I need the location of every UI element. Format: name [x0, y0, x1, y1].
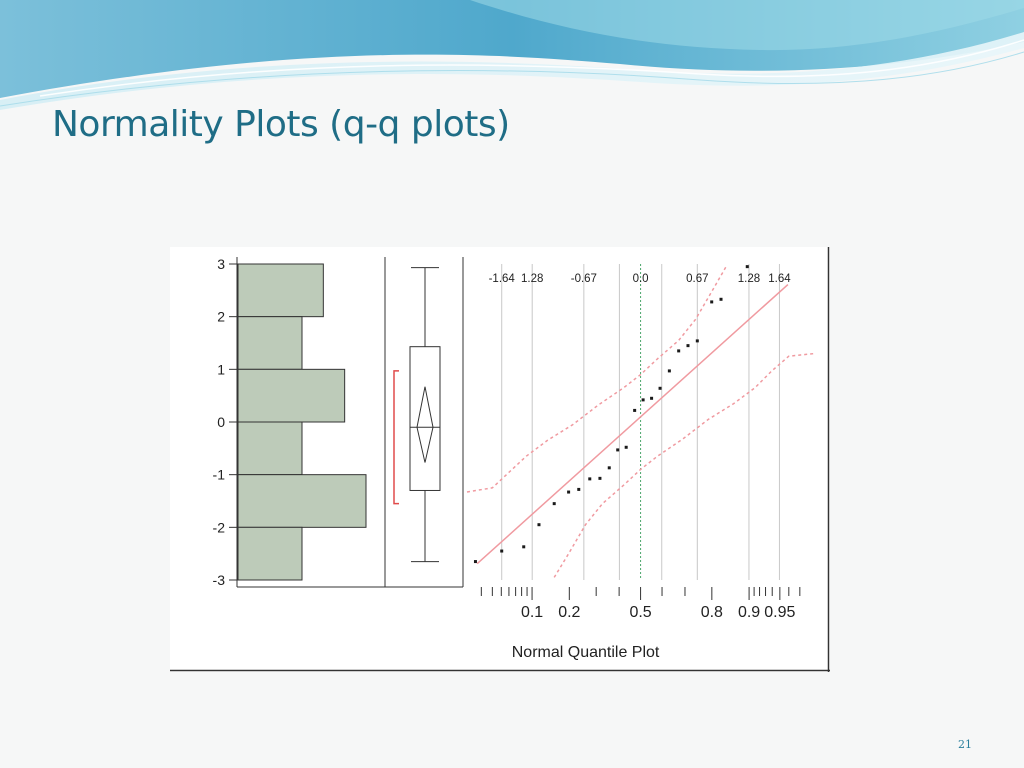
- qq-point: [607, 466, 611, 470]
- y-tick-label: -2: [213, 519, 226, 535]
- qq-point: [686, 344, 690, 348]
- bottom-axis-label: 0.5: [629, 604, 651, 621]
- top-axis-label: 1.28: [521, 273, 543, 285]
- y-tick-label: -3: [213, 572, 226, 588]
- figure-panel: 3 2 1 0 -1 -2 -3 -1.64 1.28 -0.67 0.0 0.67 1.28 1.64 0…: [170, 247, 830, 672]
- qq-point: [567, 490, 571, 494]
- histogram-bar: [237, 421, 303, 476]
- qq-point: [719, 297, 723, 301]
- qq-point: [588, 477, 592, 481]
- qq-point: [577, 487, 581, 491]
- y-tick-label: 1: [217, 361, 225, 377]
- top-axis-label: 1.28: [738, 273, 760, 285]
- qq-point: [616, 448, 620, 452]
- qq-point: [522, 545, 526, 549]
- qq-point: [500, 549, 504, 553]
- y-tick-label: -1: [213, 467, 226, 483]
- top-axis-label: 0.0: [633, 273, 649, 285]
- top-axis-label: 0.67: [686, 273, 708, 285]
- y-tick-label: 2: [217, 309, 225, 325]
- qq-point: [667, 369, 671, 373]
- bottom-axis-label: 0.9: [738, 604, 760, 621]
- qq-point: [650, 396, 654, 400]
- histogram-bar: [237, 474, 367, 528]
- mean-diamond: [416, 386, 434, 463]
- qq-point: [695, 339, 699, 343]
- qq-point: [598, 476, 602, 480]
- bottom-axis-label: 0.2: [558, 604, 580, 621]
- bottom-axis-label: 0.1: [521, 604, 543, 621]
- histogram-bar: [237, 526, 303, 581]
- histogram-bar: [237, 263, 324, 318]
- header-wave-decoration: [0, 0, 1024, 110]
- x-axis-label: Normal Quantile Plot: [512, 644, 660, 661]
- page-number: 21: [958, 738, 972, 751]
- qq-point: [473, 560, 477, 564]
- qq-point: [552, 502, 556, 506]
- bottom-axis-label: 0.8: [701, 604, 723, 621]
- qq-point: [624, 445, 628, 449]
- y-tick-label: 0: [217, 414, 225, 430]
- normality-figure: 3 2 1 0 -1 -2 -3 -1.64 1.28 -0.67 0.0 0.67 1.28 1.64 0…: [170, 247, 830, 672]
- qq-point: [658, 386, 662, 390]
- qq-reference-line: [476, 283, 789, 565]
- top-axis-label: -1.64: [489, 273, 516, 285]
- qq-point: [633, 408, 637, 412]
- qq-point: [641, 398, 645, 402]
- confidence-band-lower: [553, 352, 816, 578]
- y-tick-label: 3: [217, 256, 225, 272]
- bottom-axis-label: 0.95: [764, 604, 795, 621]
- qq-point: [537, 523, 541, 527]
- slide-title: Normality Plots (q-q plots): [52, 104, 510, 145]
- top-axis-label: -0.67: [571, 273, 597, 285]
- histogram-bar: [237, 368, 346, 423]
- box-iqr: [409, 346, 441, 491]
- qq-point: [677, 349, 681, 353]
- confidence-band-upper: [466, 266, 727, 493]
- qq-point: [710, 300, 714, 304]
- qq-point: [745, 265, 749, 269]
- top-axis-label: 1.64: [768, 273, 791, 285]
- shortest-half-bracket: [393, 370, 399, 505]
- histogram-bar: [237, 316, 303, 370]
